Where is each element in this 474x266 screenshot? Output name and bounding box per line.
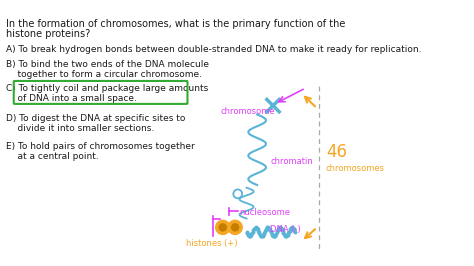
Text: divide it into smaller sections.: divide it into smaller sections. [6,124,154,133]
Circle shape [216,220,230,234]
Circle shape [228,220,242,234]
Text: A) To break hydrogen bonds between double-stranded DNA to make it ready for repl: A) To break hydrogen bonds between doubl… [6,45,421,54]
Text: together to form a circular chromosome.: together to form a circular chromosome. [6,69,202,78]
Text: nucleosome: nucleosome [239,208,291,217]
Circle shape [219,224,226,231]
Circle shape [232,224,238,231]
Text: of DNA into a small space.: of DNA into a small space. [6,94,137,103]
Text: B) To bind the two ends of the DNA molecule: B) To bind the two ends of the DNA molec… [6,60,209,69]
Text: 46: 46 [326,143,347,161]
Text: at a central point.: at a central point. [6,152,99,160]
Text: chromosomes: chromosomes [326,164,385,173]
Text: DNA (-): DNA (-) [270,225,301,234]
Text: chromatin: chromatin [270,157,313,166]
Text: histone proteins?: histone proteins? [6,29,90,39]
Text: E) To hold pairs of chromosomes together: E) To hold pairs of chromosomes together [6,142,194,151]
Text: In the formation of chromosomes, what is the primary function of the: In the formation of chromosomes, what is… [6,19,345,29]
Text: C) To tightly coil and package large amounts: C) To tightly coil and package large amo… [6,85,208,93]
Text: D) To digest the DNA at specific sites to: D) To digest the DNA at specific sites t… [6,114,185,123]
Text: histones (+): histones (+) [185,239,237,248]
Text: chromosome: chromosome [220,107,275,115]
